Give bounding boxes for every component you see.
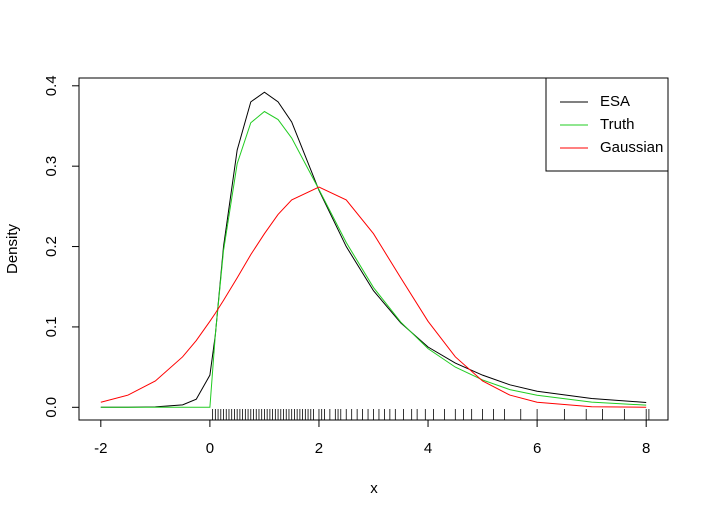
y-tick-label: 0.2 bbox=[43, 236, 60, 257]
legend-label: ESA bbox=[600, 93, 630, 110]
legend-label: Truth bbox=[600, 116, 634, 133]
x-tick-label: 0 bbox=[206, 440, 214, 457]
density-line bbox=[100, 186, 647, 408]
y-tick-label: 0.4 bbox=[43, 75, 60, 96]
y-tick-label: 0.3 bbox=[43, 156, 60, 177]
legend-label: Gaussian bbox=[600, 139, 663, 156]
density-line bbox=[100, 110, 647, 408]
x-tick-label: 6 bbox=[533, 440, 541, 457]
y-axis-label: Density bbox=[4, 223, 21, 274]
x-axis-label: x bbox=[370, 480, 378, 497]
x-tick-label: -2 bbox=[94, 440, 107, 457]
x-tick-label: 8 bbox=[642, 440, 650, 457]
x-tick-label: 2 bbox=[315, 440, 323, 457]
x-tick-label: 4 bbox=[424, 440, 432, 457]
y-tick-label: 0.0 bbox=[43, 397, 60, 418]
density-line bbox=[100, 91, 647, 408]
y-tick-label: 0.1 bbox=[43, 316, 60, 337]
